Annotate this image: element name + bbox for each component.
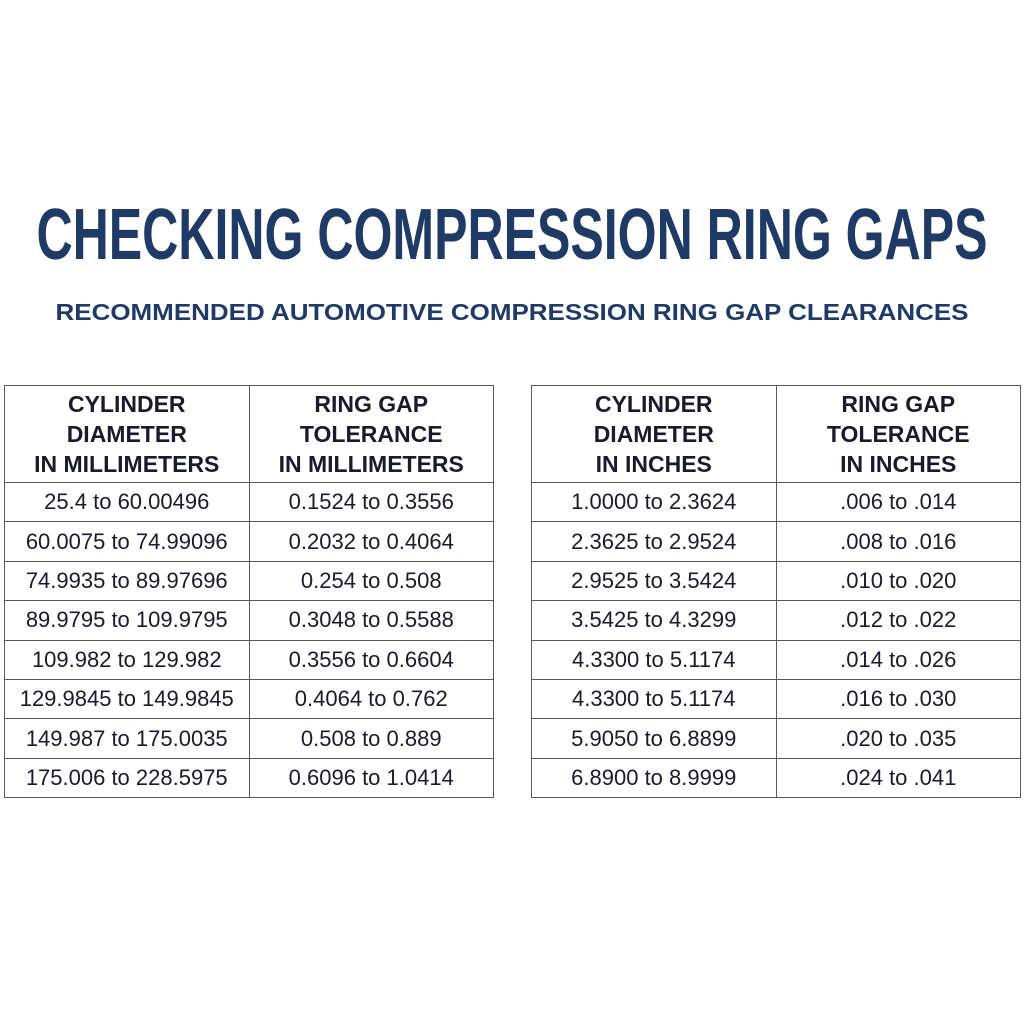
svg-text:RECOMMENDED AUTOMOTIVE COMPRES: RECOMMENDED AUTOMOTIVE COMPRESSION RING … <box>56 299 969 325</box>
svg-text:CHECKING COMPRESSION RING GAPS: CHECKING COMPRESSION RING GAPS <box>37 195 988 275</box>
